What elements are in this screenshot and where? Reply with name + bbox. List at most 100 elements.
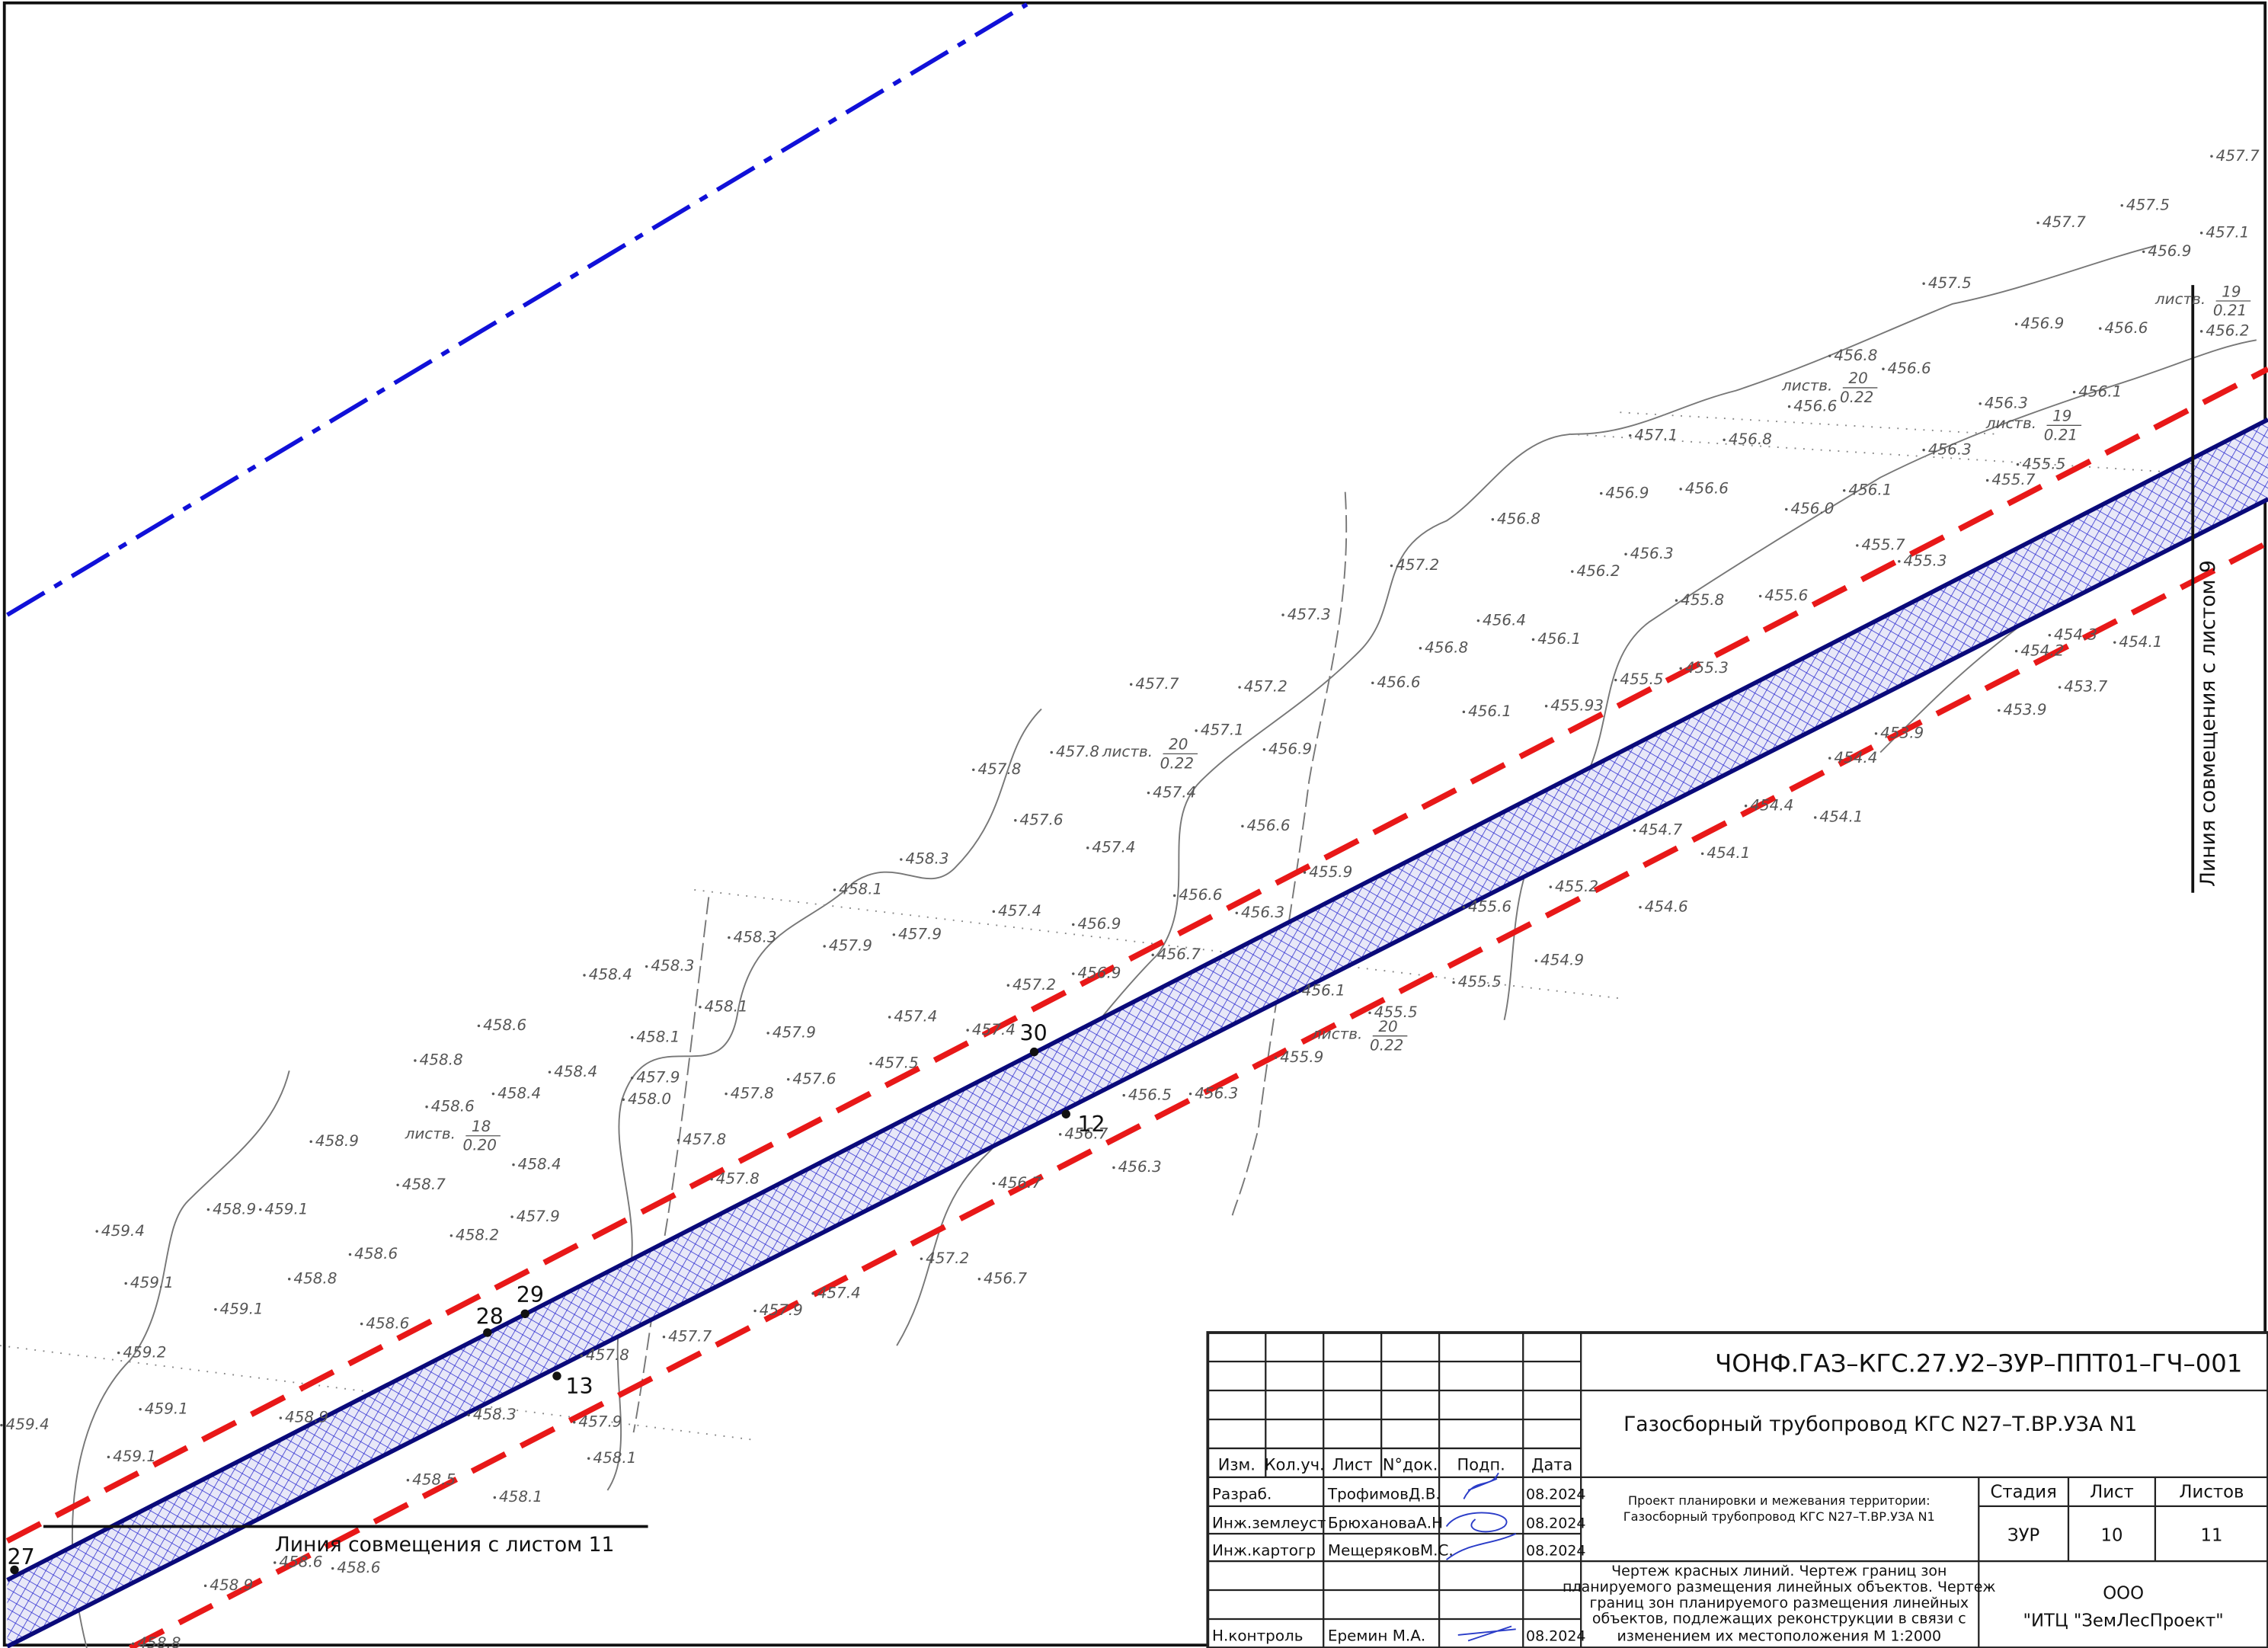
survey-point bbox=[580, 1354, 583, 1358]
survey-point bbox=[1856, 544, 1859, 547]
survey-point bbox=[203, 1584, 207, 1588]
survey-point bbox=[833, 888, 837, 891]
elevation-label: 457.1 bbox=[1201, 722, 1244, 739]
survey-point bbox=[1281, 613, 1284, 616]
survey-point bbox=[992, 1182, 996, 1186]
elevation-label: 455.9 bbox=[1280, 1048, 1323, 1066]
red-line bbox=[5, 366, 2268, 1544]
survey-point bbox=[1723, 438, 1726, 442]
elevation-label: 459.2 bbox=[123, 1343, 166, 1361]
elevation-label: 458.2 bbox=[456, 1226, 499, 1243]
sheet-description: Чертеж красных линий. Чертеж границ зон bbox=[1611, 1563, 1947, 1579]
elevation-label: 455.3 bbox=[1685, 659, 1729, 677]
survey-point bbox=[811, 1292, 814, 1295]
survey-point bbox=[1371, 681, 1374, 685]
elevation-label: 458.4 bbox=[554, 1063, 597, 1080]
tree-diameter: 0.21 bbox=[2044, 426, 2078, 443]
elevation-label: 459.1 bbox=[220, 1300, 264, 1317]
road bbox=[632, 897, 710, 1433]
survey-point bbox=[1922, 282, 1925, 285]
elevation-label: 457.7 bbox=[2216, 147, 2260, 165]
survey-point bbox=[823, 945, 826, 948]
survey-point bbox=[1633, 829, 1636, 832]
person: БрюхановаА.Н bbox=[1328, 1514, 1443, 1531]
role: Инж.землеуст bbox=[1212, 1514, 1326, 1531]
elevation-label: 458.6 bbox=[366, 1314, 409, 1332]
survey-point bbox=[710, 1178, 713, 1181]
elevation-label: 458.8 bbox=[137, 1634, 181, 1648]
boundary-line bbox=[6, 2, 1028, 617]
elevation-label: 456.3 bbox=[1241, 904, 1284, 921]
tree-diameter: 0.22 bbox=[1370, 1037, 1403, 1054]
survey-point bbox=[1188, 1092, 1192, 1096]
survey-point bbox=[2014, 649, 2018, 653]
survey-point bbox=[1050, 750, 1053, 754]
elevation-label: 456.3 bbox=[1630, 545, 1674, 562]
survey-point bbox=[1129, 683, 1133, 686]
field-boundaries bbox=[0, 411, 2257, 1441]
survey-point bbox=[1922, 448, 1925, 452]
survey-point bbox=[1491, 518, 1495, 521]
elevation-label: 457.7 bbox=[668, 1327, 712, 1345]
elevation-label: 457.4 bbox=[894, 1008, 937, 1026]
survey-point bbox=[1235, 911, 1239, 914]
elevation-label: 455.5 bbox=[1620, 670, 1663, 688]
survey-point bbox=[630, 1035, 634, 1039]
elevation-label: 458.3 bbox=[651, 957, 694, 974]
elevation-label: 458.3 bbox=[906, 850, 949, 868]
elevation-label: 456.6 bbox=[1793, 397, 1837, 414]
survey-point bbox=[139, 1407, 142, 1411]
survey-point bbox=[888, 1016, 891, 1019]
elevation-label: 453.9 bbox=[2004, 701, 2047, 718]
survey-point bbox=[622, 1098, 625, 1101]
stage-value: 10 bbox=[2100, 1525, 2122, 1545]
elevation-label: 454.2 bbox=[2020, 642, 2064, 659]
elevation-label: 458.7 bbox=[402, 1176, 446, 1193]
elevation-label: 456.8 bbox=[1497, 510, 1540, 527]
elevation-label: 456.7 bbox=[1064, 1125, 1108, 1143]
elevation-label: 456.6 bbox=[2104, 319, 2148, 337]
sheet-description: границ зон планируемого размещения линей… bbox=[1589, 1595, 1969, 1611]
elevation-label: 456.7 bbox=[998, 1174, 1041, 1192]
elevation-label: 458.6 bbox=[279, 1554, 322, 1571]
elevation-label: 457.9 bbox=[517, 1208, 560, 1225]
survey-point bbox=[1172, 894, 1176, 898]
survey-point bbox=[1241, 824, 1244, 828]
person: Еремин М.А. bbox=[1328, 1627, 1425, 1645]
turning-point-label: 12 bbox=[1077, 1112, 1105, 1137]
survey-point bbox=[1998, 709, 2001, 712]
elevation-label: 457.1 bbox=[2206, 223, 2249, 241]
elevation-label: 458.6 bbox=[337, 1559, 380, 1576]
survey-point bbox=[1624, 552, 1627, 556]
survey-point bbox=[1898, 560, 1901, 563]
survey-point bbox=[972, 768, 975, 771]
tree-count: 20 bbox=[1169, 736, 1188, 754]
survey-point bbox=[2199, 330, 2203, 333]
signatures bbox=[1445, 1472, 1517, 1642]
survey-point bbox=[1390, 564, 1393, 568]
survey-point bbox=[1112, 1166, 1115, 1170]
column-header: N°док. bbox=[1383, 1455, 1438, 1474]
elevation-label: 458.1 bbox=[839, 881, 882, 898]
survey-point bbox=[477, 1024, 481, 1028]
elevation-label: 456.8 bbox=[1425, 638, 1468, 656]
elevation-label: 458.3 bbox=[734, 928, 777, 946]
elevation-label: 457.4 bbox=[972, 1021, 1016, 1038]
dotted-line bbox=[1569, 433, 2257, 478]
role: Н.контроль bbox=[1212, 1627, 1303, 1645]
turning-point-label: 27 bbox=[7, 1544, 34, 1570]
column-header: Изм. bbox=[1218, 1455, 1256, 1474]
survey-point bbox=[1843, 489, 1846, 492]
survey-point bbox=[1629, 434, 1632, 437]
elevation-label: 456.7 bbox=[984, 1269, 1027, 1287]
turning-point bbox=[1029, 1047, 1039, 1057]
survey-point bbox=[2210, 155, 2213, 158]
survey-point bbox=[2072, 390, 2076, 394]
survey-point bbox=[1147, 791, 1150, 795]
sheet-description: изменением их местоположения М 1:2000 bbox=[1617, 1628, 1941, 1645]
signature bbox=[1445, 1512, 1508, 1533]
elevation-label: 456.0 bbox=[1790, 500, 1834, 517]
signature bbox=[1463, 1472, 1499, 1499]
